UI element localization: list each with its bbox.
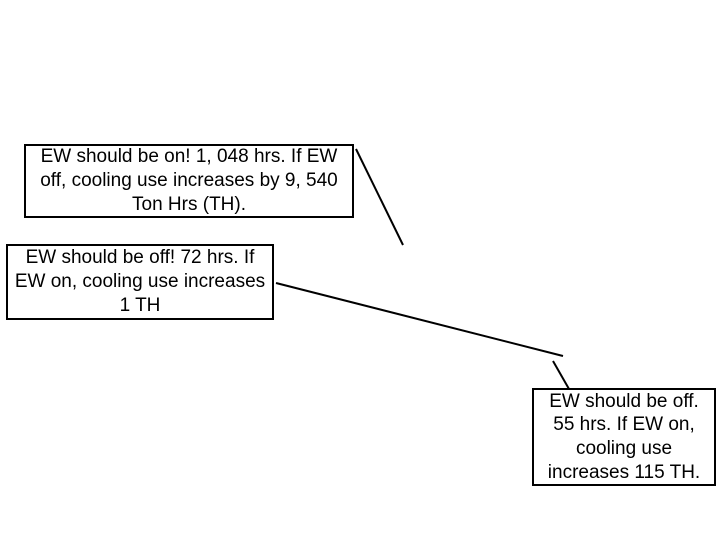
node-text: EW should be off! 72 hrs. If EW on, cool… <box>14 246 266 317</box>
node-text: EW should be on! 1, 048 hrs. If EW off, … <box>32 145 346 216</box>
node-ew-on-1048hrs: EW should be on! 1, 048 hrs. If EW off, … <box>24 144 354 218</box>
node-ew-off-55hrs: EW should be off. 55 hrs. If EW on, cool… <box>532 388 716 486</box>
node-text: EW should be off. 55 hrs. If EW on, cool… <box>540 390 708 485</box>
node-ew-off-72hrs: EW should be off! 72 hrs. If EW on, cool… <box>6 244 274 320</box>
